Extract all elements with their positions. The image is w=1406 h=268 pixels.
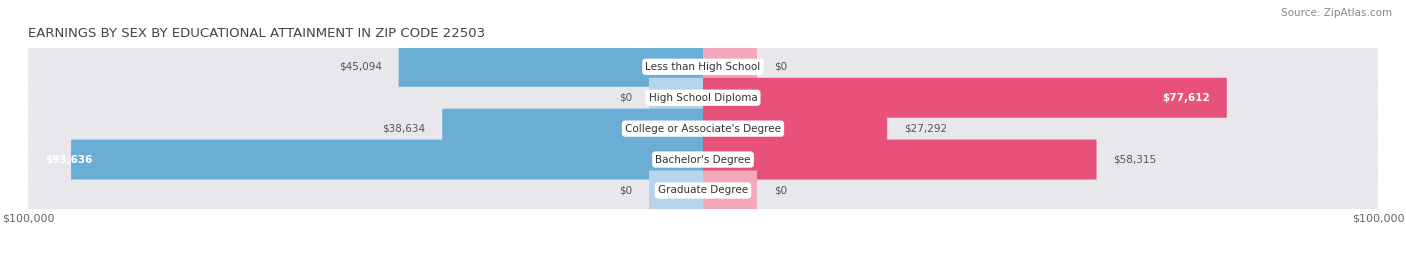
FancyBboxPatch shape (28, 170, 1378, 211)
Text: EARNINGS BY SEX BY EDUCATIONAL ATTAINMENT IN ZIP CODE 22503: EARNINGS BY SEX BY EDUCATIONAL ATTAINMEN… (28, 27, 485, 40)
Text: $27,292: $27,292 (904, 124, 948, 134)
FancyBboxPatch shape (28, 139, 1378, 180)
Text: $0: $0 (773, 185, 787, 195)
Text: Bachelor's Degree: Bachelor's Degree (655, 155, 751, 165)
Text: $77,612: $77,612 (1163, 93, 1211, 103)
FancyBboxPatch shape (703, 109, 887, 149)
Text: Less than High School: Less than High School (645, 62, 761, 72)
FancyBboxPatch shape (28, 46, 1378, 87)
FancyBboxPatch shape (443, 109, 703, 149)
FancyBboxPatch shape (703, 170, 756, 210)
Text: High School Diploma: High School Diploma (648, 93, 758, 103)
Text: $45,094: $45,094 (339, 62, 382, 72)
FancyBboxPatch shape (703, 47, 756, 87)
FancyBboxPatch shape (703, 140, 1097, 180)
FancyBboxPatch shape (28, 108, 1378, 149)
Text: $58,315: $58,315 (1114, 155, 1157, 165)
FancyBboxPatch shape (650, 78, 703, 118)
FancyBboxPatch shape (28, 77, 1378, 118)
Text: $0: $0 (773, 62, 787, 72)
FancyBboxPatch shape (650, 170, 703, 210)
FancyBboxPatch shape (703, 78, 1227, 118)
Text: College or Associate's Degree: College or Associate's Degree (626, 124, 780, 134)
Text: $93,636: $93,636 (45, 155, 93, 165)
Text: Graduate Degree: Graduate Degree (658, 185, 748, 195)
FancyBboxPatch shape (72, 140, 703, 180)
Text: Source: ZipAtlas.com: Source: ZipAtlas.com (1281, 8, 1392, 18)
Text: $0: $0 (619, 185, 633, 195)
Text: $38,634: $38,634 (382, 124, 426, 134)
Text: $0: $0 (619, 93, 633, 103)
FancyBboxPatch shape (399, 47, 703, 87)
